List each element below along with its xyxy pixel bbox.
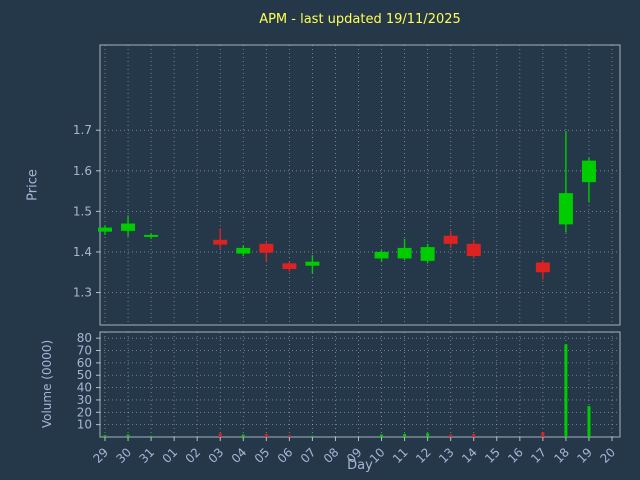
svg-text:16: 16 bbox=[505, 445, 526, 466]
svg-text:30: 30 bbox=[77, 393, 92, 407]
svg-text:20: 20 bbox=[597, 445, 618, 466]
svg-text:1.3: 1.3 bbox=[73, 286, 92, 300]
svg-text:11: 11 bbox=[390, 445, 411, 466]
svg-text:15: 15 bbox=[482, 445, 503, 466]
svg-text:19: 19 bbox=[574, 445, 595, 466]
svg-text:08: 08 bbox=[321, 445, 342, 466]
svg-text:17: 17 bbox=[528, 445, 549, 466]
svg-text:06: 06 bbox=[275, 445, 296, 466]
svg-text:29: 29 bbox=[90, 445, 111, 466]
svg-text:1.7: 1.7 bbox=[73, 123, 92, 137]
svg-text:09: 09 bbox=[344, 445, 365, 466]
svg-text:50: 50 bbox=[77, 368, 92, 382]
day-axis-label: Day bbox=[347, 458, 373, 473]
svg-text:01: 01 bbox=[160, 445, 181, 466]
svg-text:1.6: 1.6 bbox=[73, 164, 92, 178]
svg-text:31: 31 bbox=[137, 445, 158, 466]
svg-text:14: 14 bbox=[459, 445, 480, 466]
svg-text:05: 05 bbox=[252, 445, 273, 466]
svg-text:1.4: 1.4 bbox=[73, 245, 92, 259]
svg-text:03: 03 bbox=[206, 445, 227, 466]
svg-text:70: 70 bbox=[77, 344, 92, 358]
svg-text:02: 02 bbox=[183, 445, 204, 466]
svg-text:1.5: 1.5 bbox=[73, 204, 92, 218]
svg-text:07: 07 bbox=[298, 445, 319, 466]
svg-text:04: 04 bbox=[229, 445, 250, 466]
svg-text:13: 13 bbox=[436, 445, 457, 466]
svg-text:60: 60 bbox=[77, 356, 92, 370]
svg-text:20: 20 bbox=[77, 405, 92, 419]
chart-title: APM - last updated 19/11/2025 bbox=[259, 12, 461, 27]
svg-text:80: 80 bbox=[77, 331, 92, 345]
svg-text:18: 18 bbox=[551, 445, 572, 466]
svg-text:10: 10 bbox=[367, 445, 388, 466]
svg-text:40: 40 bbox=[77, 381, 92, 395]
svg-text:10: 10 bbox=[77, 418, 92, 432]
svg-text:12: 12 bbox=[413, 445, 434, 466]
svg-text:30: 30 bbox=[113, 445, 134, 466]
